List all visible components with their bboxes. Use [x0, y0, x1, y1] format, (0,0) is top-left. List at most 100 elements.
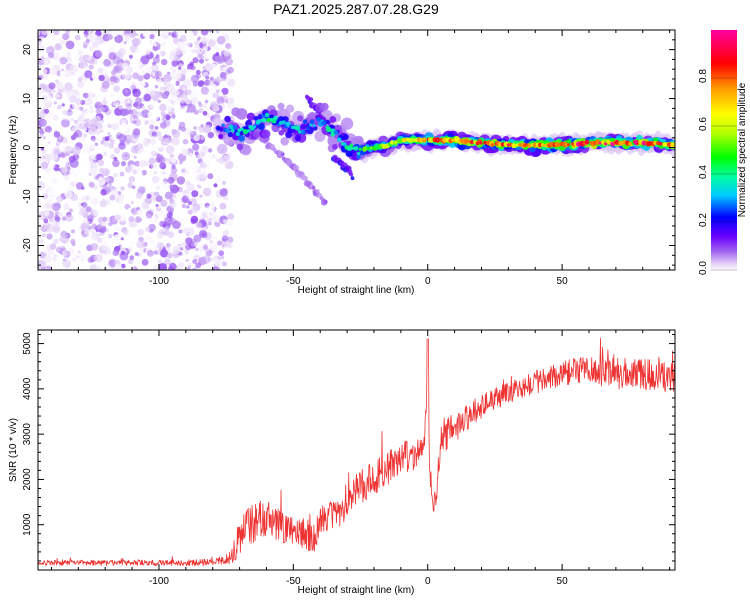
spectrogram-noise-blob: [197, 53, 203, 59]
spectrogram-ridge-blob: [300, 123, 307, 130]
spectrogram-y-tick-label: 20: [22, 44, 33, 56]
spectrogram-noise-blob: [213, 236, 217, 240]
spectrogram-noise-blob: [56, 195, 63, 203]
spectrogram-ridge-blob: [294, 134, 302, 142]
spectrogram-noise-blob: [170, 167, 178, 174]
spectrogram-noise-blob: [114, 34, 124, 44]
spectrogram-ridge-blob: [670, 142, 675, 148]
spectrogram-noise-blob: [178, 229, 183, 234]
spectrogram-noise-blob: [55, 94, 61, 99]
spectrogram-noise-blob: [212, 266, 220, 270]
spectrogram-noise-blob: [186, 205, 190, 209]
spectrogram-noise-blob: [53, 101, 57, 105]
spectrogram-ridge-blob: [285, 104, 295, 113]
spectrogram-noise-blob: [40, 35, 45, 41]
spectrogram-noise-blob: [62, 251, 68, 257]
spectrogram-noise-blob: [58, 166, 62, 170]
spectrogram-y-tick-label: -20: [22, 238, 33, 253]
spectrogram-noise-blob: [121, 191, 126, 195]
spectrogram-noise-blob: [81, 195, 89, 202]
spectrogram-noise-blob: [38, 111, 46, 119]
spectrogram-ridge-blob: [332, 144, 338, 150]
spectrogram-noise-blob: [182, 138, 189, 145]
spectrogram-ridge-blob: [257, 123, 265, 131]
spectrogram-noise-blob: [99, 167, 105, 173]
spectrogram-noise-blob: [205, 75, 210, 80]
spectrogram-noise-blob: [189, 254, 194, 258]
spectrogram-ridge-blob: [219, 127, 224, 132]
spectrogram-noise-blob: [218, 159, 224, 164]
spectrogram-noise-blob: [64, 190, 73, 199]
spectrogram-noise-blob: [160, 249, 169, 258]
spectrogram-noise-blob: [65, 171, 69, 175]
spectrogram-noise-blob: [52, 256, 57, 262]
spectrogram-noise-blob: [187, 201, 192, 205]
spectrogram-noise-blob: [90, 48, 94, 52]
spectrogram-noise-blob: [149, 138, 157, 145]
spectrogram-noise-blob: [88, 90, 92, 94]
spectrogram-ridge-blob: [349, 143, 354, 148]
spectrogram-noise-blob: [218, 250, 225, 257]
spectrogram-noise-blob: [115, 73, 120, 79]
spectrogram-ridge-blob: [266, 117, 272, 123]
spectrogram-noise-blob: [69, 95, 77, 103]
spectrogram-noise-blob: [200, 86, 209, 95]
spectrogram-noise-blob: [83, 161, 91, 169]
spectrogram-ridge-blob: [252, 130, 261, 138]
spectrogram-noise-blob: [69, 158, 79, 168]
spectrogram-noise-blob: [130, 134, 135, 138]
snr-frame: [37, 329, 676, 571]
spectrogram-noise-blob: [71, 146, 81, 156]
spectrogram-noise-blob: [131, 185, 136, 189]
spectrogram-noise-blob: [156, 171, 163, 178]
spectrogram-noise-blob: [92, 95, 101, 104]
spectrogram-noise-blob: [72, 141, 76, 145]
spectrogram-noise-blob: [201, 145, 209, 153]
spectrogram-noise-blob: [152, 181, 158, 188]
spectrogram-noise-blob: [128, 176, 136, 183]
spectrogram-noise-blob: [63, 113, 71, 121]
spectrogram-noise-blob: [79, 51, 83, 56]
spectrogram-noise-blob: [91, 197, 99, 206]
spectrogram-noise-blob: [80, 137, 86, 143]
spectrogram-ridge-blob: [353, 135, 364, 147]
spectrogram-noise-blob: [142, 118, 148, 124]
spectrogram-noise-blob: [107, 234, 115, 242]
spectrogram-noise-blob: [160, 121, 167, 129]
spectrogram-noise-blob: [199, 58, 204, 64]
spectrogram-noise-blob: [215, 77, 222, 83]
spectrogram-noise-blob: [145, 49, 151, 55]
spectrogram-noise-blob: [221, 176, 225, 181]
spectrogram-noise-blob: [162, 171, 167, 175]
spectrogram-noise-blob: [107, 132, 111, 136]
spectrogram-noise-blob: [131, 37, 141, 47]
spectrogram-noise-blob: [132, 81, 136, 86]
spectrogram-noise-blob: [160, 111, 166, 117]
spectrogram-noise-blob: [40, 161, 49, 170]
spectrogram-noise-blob: [85, 195, 91, 201]
spectrogram-noise-blob: [38, 150, 43, 158]
spectrogram-noise-blob: [152, 264, 161, 270]
spectrogram-noise-blob: [204, 203, 210, 209]
spectrogram-noise-blob: [190, 74, 200, 83]
spectrogram-noise-blob: [79, 106, 84, 111]
spectrogram-noise-blob: [44, 168, 50, 173]
spectrogram-noise-blob: [219, 202, 227, 210]
spectrogram-noise-blob: [154, 191, 160, 197]
spectrogram-noise-blob: [215, 55, 225, 65]
spectrogram-noise-blob: [89, 65, 94, 70]
spectrogram-noise-blob: [188, 152, 193, 157]
spectrogram-ridge-blob: [411, 137, 416, 143]
spectrogram-noise-blob: [201, 211, 209, 219]
spectrogram-ridge-blob: [261, 118, 267, 123]
spectrogram-noise-blob: [87, 34, 94, 41]
spectrogram-noise-blob: [48, 217, 55, 223]
spectrogram-noise-blob: [151, 113, 159, 121]
spectrogram-noise-blob: [136, 111, 143, 117]
spectrogram-noise-blob: [185, 237, 193, 245]
spectrogram-noise-blob: [108, 143, 115, 149]
spectrogram-noise-blob: [83, 44, 87, 49]
spectrogram-noise-blob: [201, 103, 207, 109]
spectrogram-noise-blob: [216, 35, 226, 45]
spectrogram-noise-blob: [161, 181, 170, 190]
